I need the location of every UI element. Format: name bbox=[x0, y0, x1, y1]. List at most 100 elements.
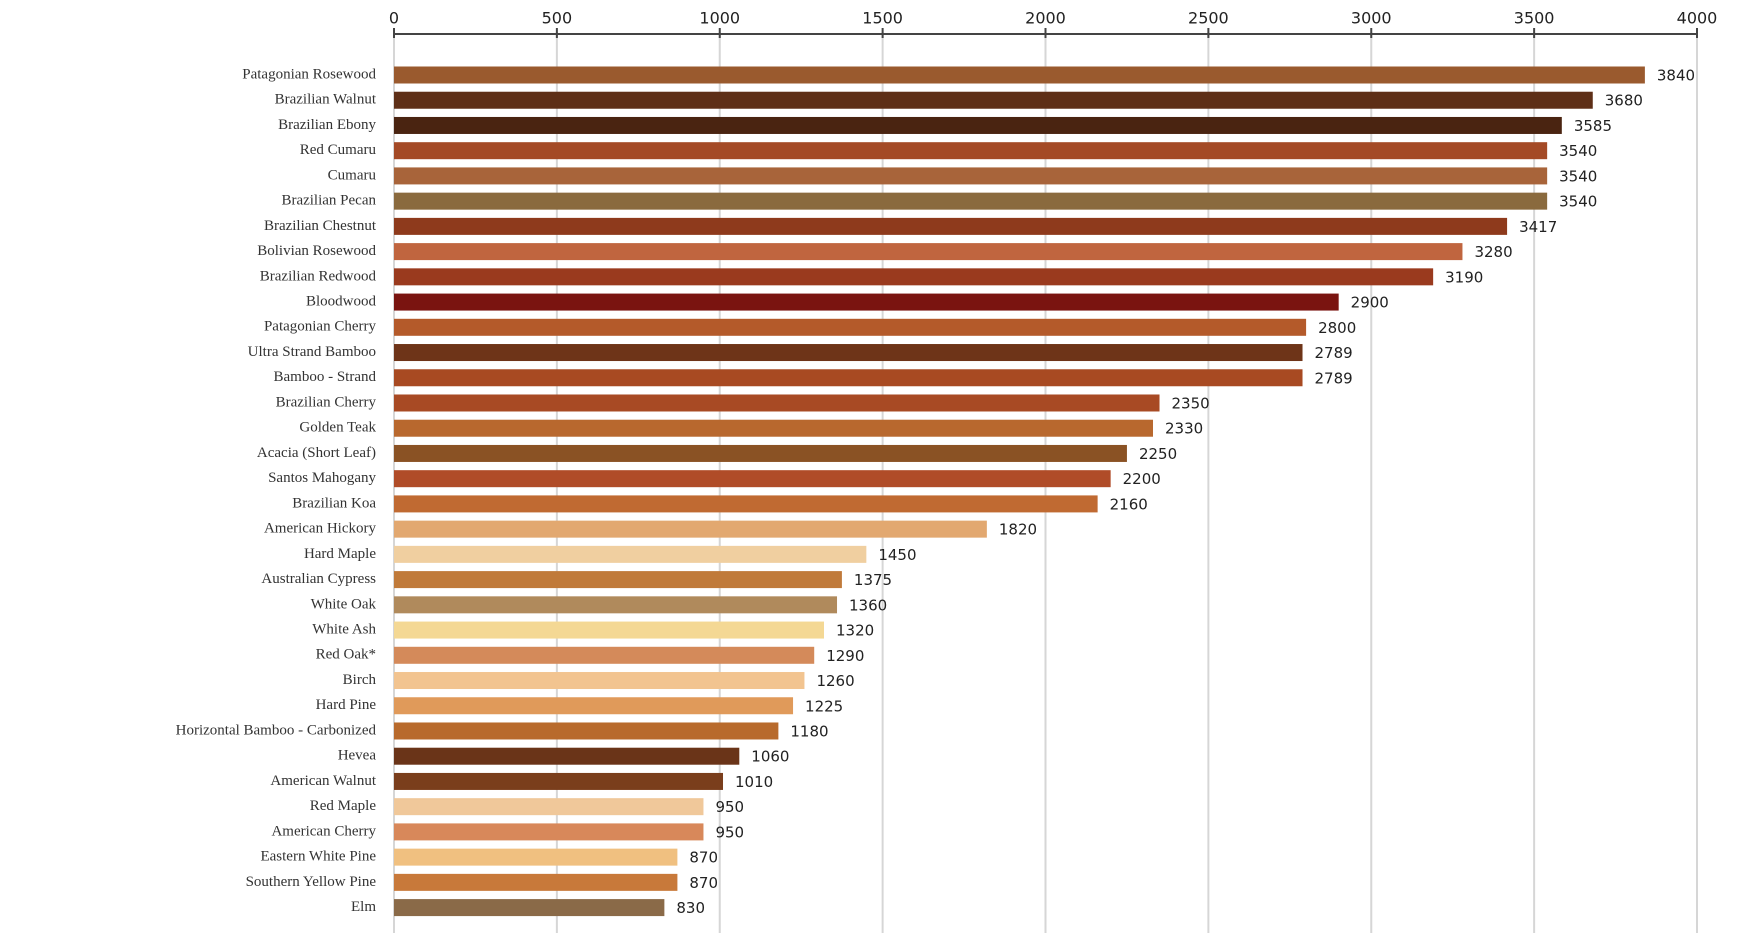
x-tick-label: 0 bbox=[389, 9, 399, 28]
bar bbox=[394, 142, 1548, 160]
x-tick-label: 4000 bbox=[1677, 9, 1718, 28]
category-label: Horizontal Bamboo - Carbonized bbox=[176, 722, 377, 738]
value-label: 3540 bbox=[1559, 142, 1597, 160]
value-label: 950 bbox=[715, 798, 744, 816]
value-label: 870 bbox=[689, 849, 718, 867]
x-tick-label: 3000 bbox=[1351, 9, 1392, 28]
category-label: American Hickory bbox=[264, 521, 377, 537]
bar bbox=[394, 722, 779, 740]
x-tick-label: 500 bbox=[542, 9, 573, 28]
category-label: White Ash bbox=[312, 621, 376, 637]
bar bbox=[394, 672, 805, 690]
value-label: 2800 bbox=[1318, 319, 1356, 337]
bar bbox=[394, 747, 740, 765]
bar bbox=[394, 116, 1562, 134]
category-label: American Cherry bbox=[271, 823, 376, 839]
category-label: Brazilian Redwood bbox=[260, 268, 377, 284]
bar bbox=[394, 899, 665, 917]
bar bbox=[394, 217, 1508, 235]
category-label: Hevea bbox=[338, 748, 377, 764]
value-label: 3280 bbox=[1474, 243, 1512, 261]
category-label: Brazilian Koa bbox=[292, 495, 376, 511]
bar bbox=[394, 91, 1593, 109]
category-label: Hard Maple bbox=[304, 546, 376, 562]
value-label: 2350 bbox=[1172, 394, 1210, 412]
value-label: 1320 bbox=[836, 622, 874, 640]
category-label: Ultra Strand Bamboo bbox=[248, 344, 376, 360]
x-tick-label: 1000 bbox=[699, 9, 740, 28]
bar bbox=[394, 495, 1098, 513]
bar bbox=[394, 772, 724, 790]
value-label: 870 bbox=[689, 874, 718, 892]
bar bbox=[394, 646, 815, 664]
category-label: Red Oak* bbox=[316, 647, 376, 663]
bar bbox=[394, 66, 1645, 84]
category-label: White Oak bbox=[311, 596, 377, 612]
bar bbox=[394, 571, 842, 589]
bar bbox=[394, 444, 1127, 462]
value-label: 950 bbox=[715, 823, 744, 841]
category-label: American Walnut bbox=[270, 773, 376, 789]
bar bbox=[394, 192, 1548, 210]
value-label: 3540 bbox=[1559, 193, 1597, 211]
category-label: Bamboo - Strand bbox=[274, 369, 377, 385]
value-label: 1290 bbox=[826, 647, 864, 665]
category-label: Cumaru bbox=[328, 167, 377, 183]
value-label: 2789 bbox=[1315, 344, 1353, 362]
x-tick-label: 2500 bbox=[1188, 9, 1229, 28]
bar bbox=[394, 369, 1303, 387]
value-label: 1820 bbox=[999, 521, 1037, 539]
category-label: Acacia (Short Leaf) bbox=[257, 445, 376, 461]
bar bbox=[394, 293, 1339, 311]
value-label: 1260 bbox=[816, 672, 854, 690]
x-tick-label: 3500 bbox=[1514, 9, 1555, 28]
bar bbox=[394, 873, 678, 891]
category-label: Brazilian Cherry bbox=[276, 394, 377, 410]
category-label: Patagonian Rosewood bbox=[242, 66, 376, 82]
category-label: Santos Mahogany bbox=[268, 470, 376, 486]
category-label: Bloodwood bbox=[306, 294, 377, 310]
category-label: Brazilian Pecan bbox=[281, 193, 376, 209]
category-label: Elm bbox=[351, 899, 376, 915]
value-label: 830 bbox=[676, 899, 705, 917]
category-label: Eastern White Pine bbox=[260, 849, 376, 865]
value-label: 1010 bbox=[735, 773, 773, 791]
category-label: Red Maple bbox=[310, 798, 377, 814]
category-label: Bolivian Rosewood bbox=[257, 243, 376, 259]
value-label: 1180 bbox=[790, 722, 828, 740]
value-label: 2160 bbox=[1110, 495, 1148, 513]
value-label: 3190 bbox=[1445, 268, 1483, 286]
bar bbox=[394, 596, 838, 614]
value-label: 1360 bbox=[849, 596, 887, 614]
value-label: 2330 bbox=[1165, 420, 1203, 438]
bar bbox=[394, 394, 1160, 412]
bar bbox=[394, 798, 704, 816]
category-label: Hard Pine bbox=[316, 697, 377, 713]
x-tick-label: 2000 bbox=[1025, 9, 1066, 28]
value-label: 1060 bbox=[751, 748, 789, 766]
value-label: 1450 bbox=[878, 546, 916, 564]
bar bbox=[394, 823, 704, 841]
category-label: Red Cumaru bbox=[300, 142, 377, 158]
bar bbox=[394, 243, 1463, 261]
bar bbox=[394, 419, 1153, 437]
bar bbox=[394, 848, 678, 866]
value-label: 3840 bbox=[1657, 67, 1695, 85]
bar bbox=[394, 545, 867, 563]
value-label: 2250 bbox=[1139, 445, 1177, 463]
value-label: 1225 bbox=[805, 697, 843, 715]
category-label: Brazilian Walnut bbox=[275, 92, 377, 108]
category-label: Southern Yellow Pine bbox=[246, 874, 377, 890]
value-label: 3417 bbox=[1519, 218, 1557, 236]
category-label: Australian Cypress bbox=[261, 571, 376, 587]
value-label: 2789 bbox=[1315, 369, 1353, 387]
value-label: 1375 bbox=[854, 571, 892, 589]
bar bbox=[394, 621, 824, 639]
value-label: 2900 bbox=[1351, 294, 1389, 312]
bar bbox=[394, 470, 1111, 488]
value-label: 3680 bbox=[1605, 92, 1643, 110]
category-label: Brazilian Chestnut bbox=[264, 218, 377, 234]
category-label: Brazilian Ebony bbox=[278, 117, 376, 133]
